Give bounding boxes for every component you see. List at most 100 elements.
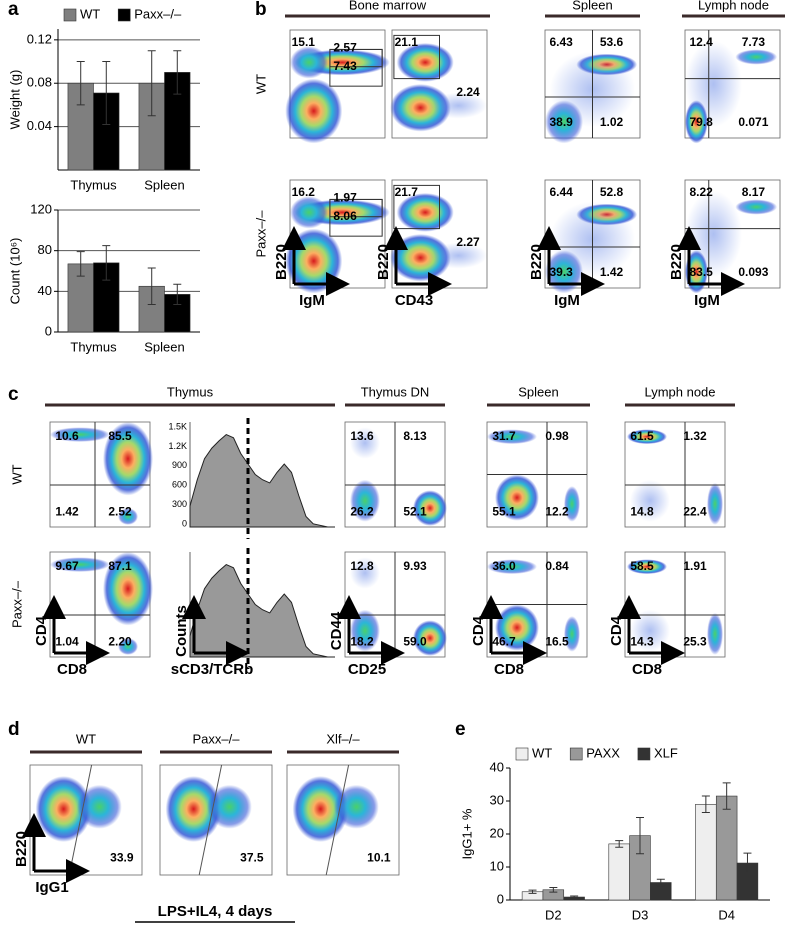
error-bar (102, 61, 111, 125)
density-blob (685, 190, 742, 278)
y-tick-label: 120 (30, 201, 52, 216)
gate-frequency: 2.27 (456, 235, 480, 249)
density-blob (103, 552, 153, 626)
x-axis-label: IgM (694, 292, 720, 309)
y-axis-label: B220 (375, 244, 392, 280)
x-axis-label: CD43 (395, 292, 433, 309)
gate-frequency: 0.84 (545, 559, 569, 573)
density-blob (334, 784, 379, 829)
row-label: WT (9, 464, 24, 484)
gate-frequency: 10.1 (367, 851, 391, 865)
gate-frequency: 1.02 (600, 115, 624, 129)
panel-label: a (8, 0, 19, 20)
y-tick-label: 0.04 (27, 118, 52, 133)
x-tick-label: D4 (718, 907, 735, 922)
column-header: Thymus DN (361, 384, 430, 399)
y-axis-label: Counts (173, 605, 190, 657)
gate-frequency: 7.73 (742, 35, 766, 49)
error-bar (102, 245, 111, 281)
error-bar (570, 895, 579, 899)
gate-frequency: 37.5 (240, 851, 264, 865)
density-blob (627, 429, 667, 445)
x-tick-label: Spleen (144, 177, 184, 192)
caption: LPS+IL4, 4 days (158, 903, 273, 920)
gate-frequency: 59.0 (403, 634, 427, 648)
x-axis-label: IgM (554, 292, 580, 309)
gate-frequency: 8.06 (333, 209, 357, 223)
gate-frequency: 7.43 (333, 59, 357, 73)
density-blob (165, 776, 222, 842)
y-axis-label: Weight (g) (7, 70, 22, 130)
density-blob (35, 776, 92, 842)
density-blob (413, 620, 447, 656)
row-label: Paxx–/– (253, 210, 268, 258)
gate (329, 198, 383, 218)
gate-frequency: 52.8 (600, 185, 624, 199)
density-blob (207, 784, 252, 829)
hist-tick-label: 300 (172, 499, 187, 509)
gate (393, 34, 440, 80)
x-tick-label: Spleen (144, 339, 184, 354)
gate-frequency: 79.8 (689, 115, 713, 129)
density-blob (564, 486, 580, 522)
x-axis-label: CD25 (348, 661, 386, 678)
gate-frequency: 36.0 (492, 559, 516, 573)
gate-frequency: 1.91 (683, 559, 707, 573)
gate (393, 184, 440, 230)
density-blob (685, 40, 742, 128)
gate-frequency: 61.5 (630, 429, 654, 443)
error-bar (173, 50, 182, 95)
x-axis-label: IgG1 (35, 879, 68, 896)
column-header: Spleen (572, 0, 612, 12)
error-bar (636, 817, 644, 855)
column-header: Xlf–/– (326, 731, 360, 746)
density-blob (118, 508, 138, 525)
gate-frequency: 52.1 (403, 504, 427, 518)
y-tick-label: 80 (38, 242, 52, 257)
y-tick-label: 20 (490, 825, 504, 840)
gate-frequency: 2.57 (333, 41, 357, 55)
gate-frequency: 53.6 (600, 35, 624, 49)
density-blob (390, 84, 451, 132)
density-blob (350, 557, 380, 589)
histogram-shape (189, 564, 335, 658)
error-bar (173, 283, 182, 306)
gate-frequency: 85.5 (108, 429, 132, 443)
gate-frequency: 39.3 (549, 265, 573, 279)
density-blob (350, 609, 380, 652)
row-label: Paxx–/– (9, 580, 24, 628)
column-header: WT (76, 731, 96, 746)
density-blob (290, 196, 328, 229)
density-blob (350, 427, 380, 459)
density-blob (285, 78, 343, 144)
hist-tick-label: 900 (172, 460, 187, 470)
density-blob (290, 46, 328, 79)
x-axis-label: CD8 (57, 661, 87, 678)
y-tick-label: 10 (490, 858, 504, 873)
column-header: Thymus (167, 384, 214, 399)
density-blob (350, 479, 380, 522)
y-axis-label: B220 (273, 244, 290, 280)
density-blob (735, 199, 778, 215)
gate-frequency: 16.2 (292, 185, 316, 199)
gate-frequency: 58.5 (630, 559, 654, 573)
legend-label: XLF (654, 745, 678, 760)
legend-swatch (637, 747, 651, 761)
gate-frequency: 9.93 (403, 559, 427, 573)
hist-tick-label: 0 (182, 518, 187, 528)
x-axis-label: CD8 (494, 661, 524, 678)
density-blob (430, 92, 487, 119)
y-axis-label: Count (10⁶) (7, 238, 22, 305)
y-tick-label: 40 (38, 283, 52, 298)
gate-frequency: 33.9 (110, 851, 134, 865)
gate-frequency: 8.17 (742, 185, 766, 199)
column-header: Lymph node (698, 0, 769, 12)
density-blob (487, 429, 537, 445)
y-axis-label: CD4 (470, 615, 487, 646)
gate (329, 48, 383, 68)
panel-label: d (8, 719, 20, 740)
column-header: Spleen (518, 384, 558, 399)
gate-frequency: 31.7 (492, 429, 516, 443)
gate-frequency: 0.071 (738, 115, 768, 129)
